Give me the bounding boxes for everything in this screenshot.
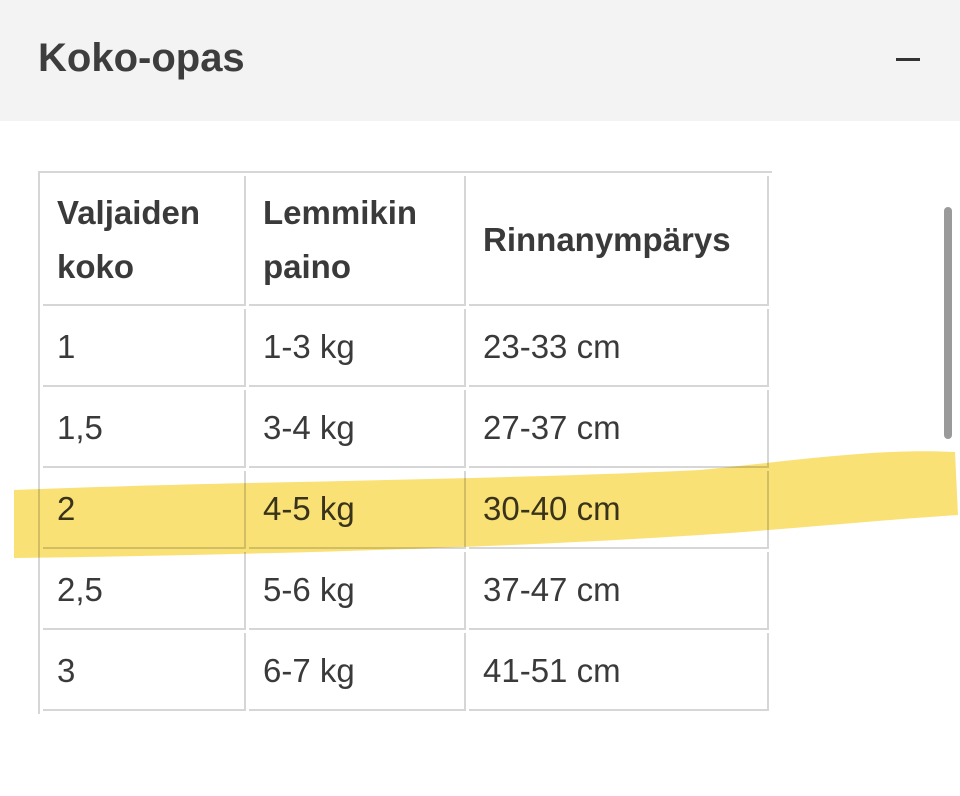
column-header: Rinnanympärys [469, 176, 769, 306]
column-header: Valjaiden koko [43, 176, 246, 306]
size-guide-table: Valjaiden koko Lemmikin paino Rinnanympä… [38, 171, 772, 714]
table-cell: 41-51 cm [469, 633, 769, 711]
table-cell: 4-5 kg [249, 471, 466, 549]
table-row: 3 6-7 kg 41-51 cm [43, 633, 769, 711]
accordion-header[interactable]: Koko-opas [0, 0, 960, 121]
table-cell: 27-37 cm [469, 390, 769, 468]
table-cell: 5-6 kg [249, 552, 466, 630]
section-title: Koko-opas [38, 36, 245, 80]
table-cell: 3-4 kg [249, 390, 466, 468]
table-row: 1 1-3 kg 23-33 cm [43, 309, 769, 387]
table-cell: 30-40 cm [469, 471, 769, 549]
table-row-highlighted: 2 4-5 kg 30-40 cm [43, 471, 769, 549]
table-cell: 2,5 [43, 552, 246, 630]
table-cell: 37-47 cm [469, 552, 769, 630]
table-header-row: Valjaiden koko Lemmikin paino Rinnanympä… [43, 176, 769, 306]
table-cell: 1-3 kg [249, 309, 466, 387]
column-header: Lemmikin paino [249, 176, 466, 306]
table-cell: 6-7 kg [249, 633, 466, 711]
table-cell: 1 [43, 309, 246, 387]
table-cell: 23-33 cm [469, 309, 769, 387]
table-row: 1,5 3-4 kg 27-37 cm [43, 390, 769, 468]
table-cell: 1,5 [43, 390, 246, 468]
minus-icon[interactable] [896, 58, 920, 61]
scrollbar[interactable] [944, 207, 952, 439]
table-cell: 3 [43, 633, 246, 711]
table-row: 2,5 5-6 kg 37-47 cm [43, 552, 769, 630]
table-cell: 2 [43, 471, 246, 549]
